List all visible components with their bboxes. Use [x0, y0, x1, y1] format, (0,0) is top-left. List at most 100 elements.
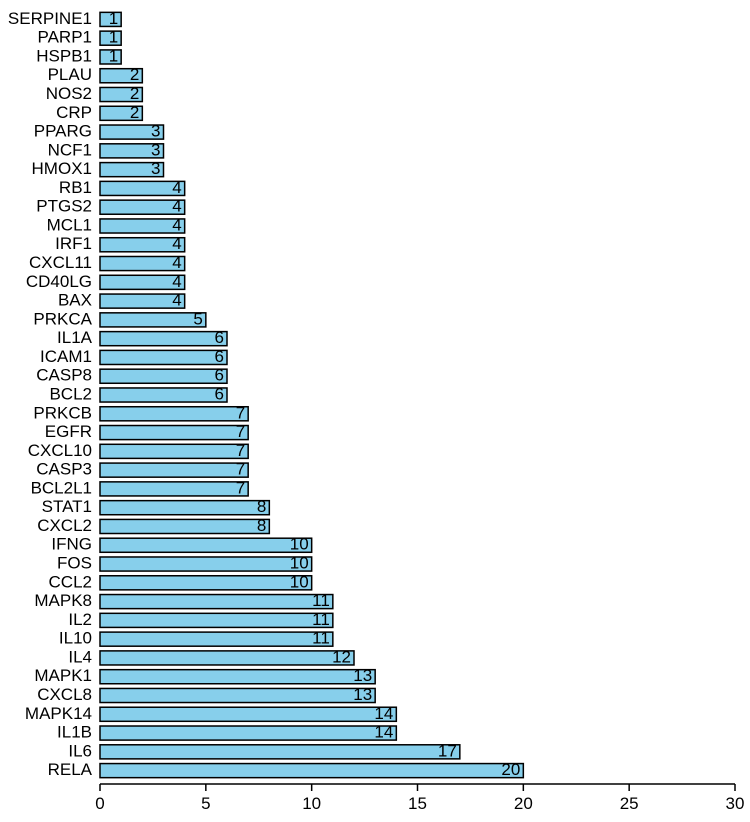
y-label-casp8: CASP8	[36, 366, 92, 385]
y-label-mapk14: MAPK14	[25, 704, 92, 723]
bar-value-prkcb: 7	[236, 403, 245, 422]
y-label-prkca: PRKCA	[33, 309, 92, 328]
bar-il1a	[100, 332, 227, 346]
y-label-ifng: IFNG	[51, 535, 92, 554]
x-tick-label-5: 5	[201, 794, 210, 813]
bar-value-mapk1: 13	[353, 666, 372, 685]
x-tick-label-15: 15	[408, 794, 427, 813]
y-label-bcl2: BCL2	[49, 384, 92, 403]
bar-value-egfr: 7	[236, 422, 245, 441]
bar-cxcl8	[100, 688, 375, 702]
bar-value-cd40lg: 4	[172, 272, 181, 291]
bar-value-rb1: 4	[172, 178, 181, 197]
bar-value-bcl2l1: 7	[236, 478, 245, 497]
bar-bcl2	[100, 388, 227, 402]
bar-value-icam1: 6	[215, 347, 224, 366]
y-label-mapk8: MAPK8	[34, 591, 92, 610]
bar-mapk8	[100, 595, 333, 609]
bar-il6	[100, 745, 460, 759]
y-label-il2: IL2	[68, 610, 92, 629]
y-label-rela: RELA	[48, 760, 93, 779]
y-label-bax: BAX	[58, 291, 92, 310]
bar-value-il10: 11	[312, 629, 330, 648]
y-label-cxcl11: CXCL11	[29, 253, 92, 272]
y-label-cxcl10: CXCL10	[28, 441, 92, 460]
x-tick-label-0: 0	[95, 794, 104, 813]
bar-value-parp1: 1	[109, 28, 118, 47]
bar-value-casp3: 7	[236, 460, 245, 479]
bar-stat1	[100, 501, 269, 515]
bar-value-hspb1: 1	[109, 46, 118, 65]
y-label-stat1: STAT1	[42, 497, 92, 516]
bar-ifng	[100, 538, 312, 552]
chart-svg: SERPINE11PARP11HSPB11PLAU2NOS22CRP2PPARG…	[0, 0, 750, 822]
bar-value-il6: 17	[438, 741, 457, 760]
y-label-hspb1: HSPB1	[36, 46, 92, 65]
bar-value-nos2: 2	[130, 84, 139, 103]
horizontal-bar-chart: SERPINE11PARP11HSPB11PLAU2NOS22CRP2PPARG…	[0, 0, 750, 822]
y-label-mapk1: MAPK1	[34, 666, 92, 685]
y-label-ccl2: CCL2	[49, 572, 92, 591]
bar-value-fos: 10	[290, 554, 309, 573]
bar-il10	[100, 632, 333, 646]
bar-value-cxcl8: 13	[353, 685, 372, 704]
y-label-il1a: IL1A	[57, 328, 93, 347]
bar-value-casp8: 6	[215, 366, 224, 385]
y-label-casp3: CASP3	[36, 460, 92, 479]
y-label-crp: CRP	[56, 103, 92, 122]
bar-value-ptgs2: 4	[172, 197, 181, 216]
bar-value-mapk8: 11	[312, 591, 330, 610]
y-label-il6: IL6	[68, 741, 92, 760]
bar-fos	[100, 557, 312, 571]
bar-value-il2: 11	[312, 610, 330, 629]
bar-value-il4: 12	[332, 647, 351, 666]
bar-value-crp: 2	[130, 103, 139, 122]
bar-icam1	[100, 350, 227, 364]
bar-value-mapk14: 14	[374, 704, 393, 723]
bar-value-ccl2: 10	[290, 572, 309, 591]
bar-value-mcl1: 4	[172, 215, 181, 234]
bar-prkcb	[100, 407, 248, 421]
bar-mapk1	[100, 670, 375, 684]
bar-value-bax: 4	[172, 291, 181, 310]
y-label-mcl1: MCL1	[47, 215, 92, 234]
bar-value-cxcl10: 7	[236, 441, 245, 460]
y-label-plau: PLAU	[48, 65, 92, 84]
y-label-cxcl2: CXCL2	[37, 516, 92, 535]
bar-value-ncf1: 3	[151, 140, 160, 159]
y-label-icam1: ICAM1	[40, 347, 92, 366]
bar-il1b	[100, 726, 396, 740]
bar-il2	[100, 613, 333, 627]
y-label-ptgs2: PTGS2	[36, 197, 92, 216]
bar-casp3	[100, 463, 248, 477]
y-label-irf1: IRF1	[55, 234, 92, 253]
y-label-hmox1: HMOX1	[32, 159, 92, 178]
bar-mapk14	[100, 707, 396, 721]
y-label-il10: IL10	[59, 629, 92, 648]
bar-value-il1b: 14	[374, 723, 393, 742]
bar-bcl2l1	[100, 482, 248, 496]
bar-egfr	[100, 426, 248, 440]
y-label-ncf1: NCF1	[48, 140, 92, 159]
y-label-nos2: NOS2	[46, 84, 92, 103]
y-label-rb1: RB1	[59, 178, 92, 197]
x-tick-label-30: 30	[726, 794, 745, 813]
y-label-serpine1: SERPINE1	[8, 9, 92, 28]
x-tick-label-20: 20	[514, 794, 533, 813]
bar-value-prkca: 5	[193, 309, 202, 328]
bar-value-plau: 2	[130, 65, 139, 84]
y-label-egfr: EGFR	[45, 422, 92, 441]
bar-cxcl10	[100, 444, 248, 458]
bar-value-stat1: 8	[257, 497, 266, 516]
bar-rela	[100, 764, 523, 778]
bar-value-pparg: 3	[151, 122, 160, 141]
bar-value-il1a: 6	[215, 328, 224, 347]
y-label-prkcb: PRKCB	[33, 403, 92, 422]
bar-cxcl2	[100, 519, 269, 533]
bar-casp8	[100, 369, 227, 383]
bar-value-cxcl11: 4	[172, 253, 181, 272]
y-label-fos: FOS	[57, 554, 92, 573]
bar-value-ifng: 10	[290, 535, 309, 554]
y-label-bcl2l1: BCL2L1	[31, 478, 92, 497]
bar-value-cxcl2: 8	[257, 516, 266, 535]
